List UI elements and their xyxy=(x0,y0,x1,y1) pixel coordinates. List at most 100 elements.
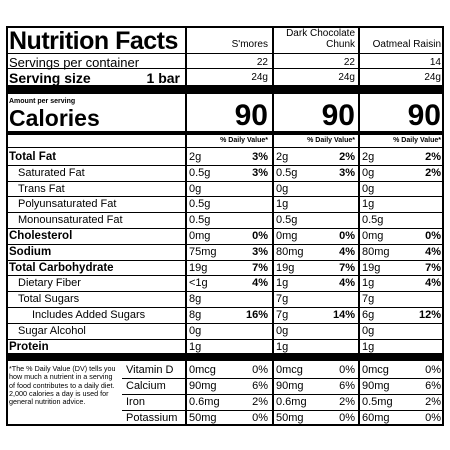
daily-value: 7% xyxy=(339,261,355,274)
rule xyxy=(6,243,444,245)
amount: 0g xyxy=(362,324,375,337)
rule xyxy=(6,322,444,324)
amount: 1g xyxy=(362,277,375,290)
daily-value: 4% xyxy=(339,277,355,290)
daily-value: 4% xyxy=(339,245,355,258)
rule xyxy=(6,196,444,198)
product-name: Oatmeal Raisin xyxy=(372,39,441,50)
calories: 90 xyxy=(321,99,355,132)
amount: 8g xyxy=(189,309,202,321)
amount: 1g xyxy=(362,198,375,211)
daily-value: 2% xyxy=(425,396,441,408)
rule xyxy=(6,291,444,293)
rule xyxy=(122,409,444,411)
amount: 2g xyxy=(276,151,289,163)
daily-value: 0% xyxy=(252,411,268,424)
vitamin-name: Vitamin D xyxy=(126,364,174,377)
daily-value: 0% xyxy=(425,364,441,377)
daily-value: 0% xyxy=(252,364,268,377)
rule xyxy=(6,53,444,54)
calories: 90 xyxy=(407,99,441,132)
amount: 80mg xyxy=(276,245,304,258)
rule xyxy=(6,228,444,229)
amount: 50mg xyxy=(189,411,217,424)
vitamin-name: Potassium xyxy=(126,411,178,424)
daily-value: 3% xyxy=(339,166,355,179)
vitamin-name: Calcium xyxy=(126,380,166,393)
nutrient-name: Dietary Fiber xyxy=(18,277,81,290)
serving-weight: 24g xyxy=(338,72,355,83)
amount: 75mg xyxy=(189,245,217,258)
dv-header: % Daily Value* xyxy=(220,137,268,144)
amount: 50mg xyxy=(276,411,304,424)
amount: 0.5g xyxy=(189,166,211,179)
rule xyxy=(6,131,444,135)
rule xyxy=(6,26,444,28)
daily-value: 2% xyxy=(339,396,355,408)
daily-value: 2% xyxy=(252,396,268,408)
amount: 0g xyxy=(189,324,202,337)
amount: 0mcg xyxy=(189,364,216,377)
amount: 0g xyxy=(276,182,289,195)
nutrient-name: Total Carbohydrate xyxy=(9,261,114,274)
amount: 0.5g xyxy=(189,214,211,227)
amount: 1g xyxy=(276,277,289,290)
rule xyxy=(6,353,444,362)
amount: 90mg xyxy=(362,380,390,393)
nutrient-name: Sugar Alcohol xyxy=(18,324,86,337)
amount: 8g xyxy=(189,293,202,306)
amount: 0mg xyxy=(276,230,298,242)
rule xyxy=(6,259,444,261)
nutrient-name: Includes Added Sugars xyxy=(32,309,146,321)
amount: 1g xyxy=(276,340,289,353)
daily-value: 0% xyxy=(339,411,355,424)
servings: 14 xyxy=(429,57,441,68)
amount: 19g xyxy=(362,261,381,274)
daily-value: 6% xyxy=(252,380,268,393)
amount: 1g xyxy=(189,340,202,353)
servings: 22 xyxy=(256,57,268,68)
rule xyxy=(272,26,274,424)
serving-weight: 24g xyxy=(251,72,268,83)
daily-value: 2% xyxy=(339,151,355,163)
amount: 19g xyxy=(276,261,295,274)
nutrient-name: Cholesterol xyxy=(9,230,73,242)
amount: 6g xyxy=(362,309,375,321)
amount: 1g xyxy=(276,198,289,211)
daily-value: 3% xyxy=(252,245,268,258)
servings: 22 xyxy=(343,57,355,68)
rule xyxy=(6,85,444,94)
amount: 0.6mg xyxy=(276,396,307,408)
amount-label: Amount per serving xyxy=(9,98,76,105)
amount: 60mg xyxy=(362,411,390,424)
dv-header: % Daily Value* xyxy=(393,137,441,144)
nutrient-name: Total Fat xyxy=(9,151,57,163)
amount: 0.5g xyxy=(362,214,384,227)
amount: 19g xyxy=(189,261,208,274)
daily-value: 0% xyxy=(339,364,355,377)
rule xyxy=(122,378,444,380)
amount: 0mg xyxy=(362,230,384,242)
daily-value: 14% xyxy=(332,309,355,321)
title: Nutrition Facts xyxy=(9,27,178,55)
amount: 2g xyxy=(189,151,202,163)
amount: 0g xyxy=(276,324,289,337)
amount: 7g xyxy=(276,293,289,306)
serving-size-label: Serving size xyxy=(9,70,91,86)
rule xyxy=(6,212,444,214)
daily-value: 4% xyxy=(252,277,268,290)
rule xyxy=(6,164,444,166)
amount: 7g xyxy=(362,293,375,306)
amount: 0mg xyxy=(189,230,211,242)
amount: 0.5mg xyxy=(362,396,393,408)
daily-value: 4% xyxy=(425,277,441,290)
daily-value: 0% xyxy=(339,230,355,242)
footnote: *The % Daily Value (DV) tells you how mu… xyxy=(9,364,116,406)
daily-value: 0% xyxy=(425,230,441,242)
rule xyxy=(6,147,444,148)
product-name: S'mores xyxy=(231,39,268,50)
daily-value: 6% xyxy=(425,380,441,393)
daily-value: 4% xyxy=(425,245,441,258)
amount: 80mg xyxy=(362,245,390,258)
amount: 7g xyxy=(276,309,289,321)
